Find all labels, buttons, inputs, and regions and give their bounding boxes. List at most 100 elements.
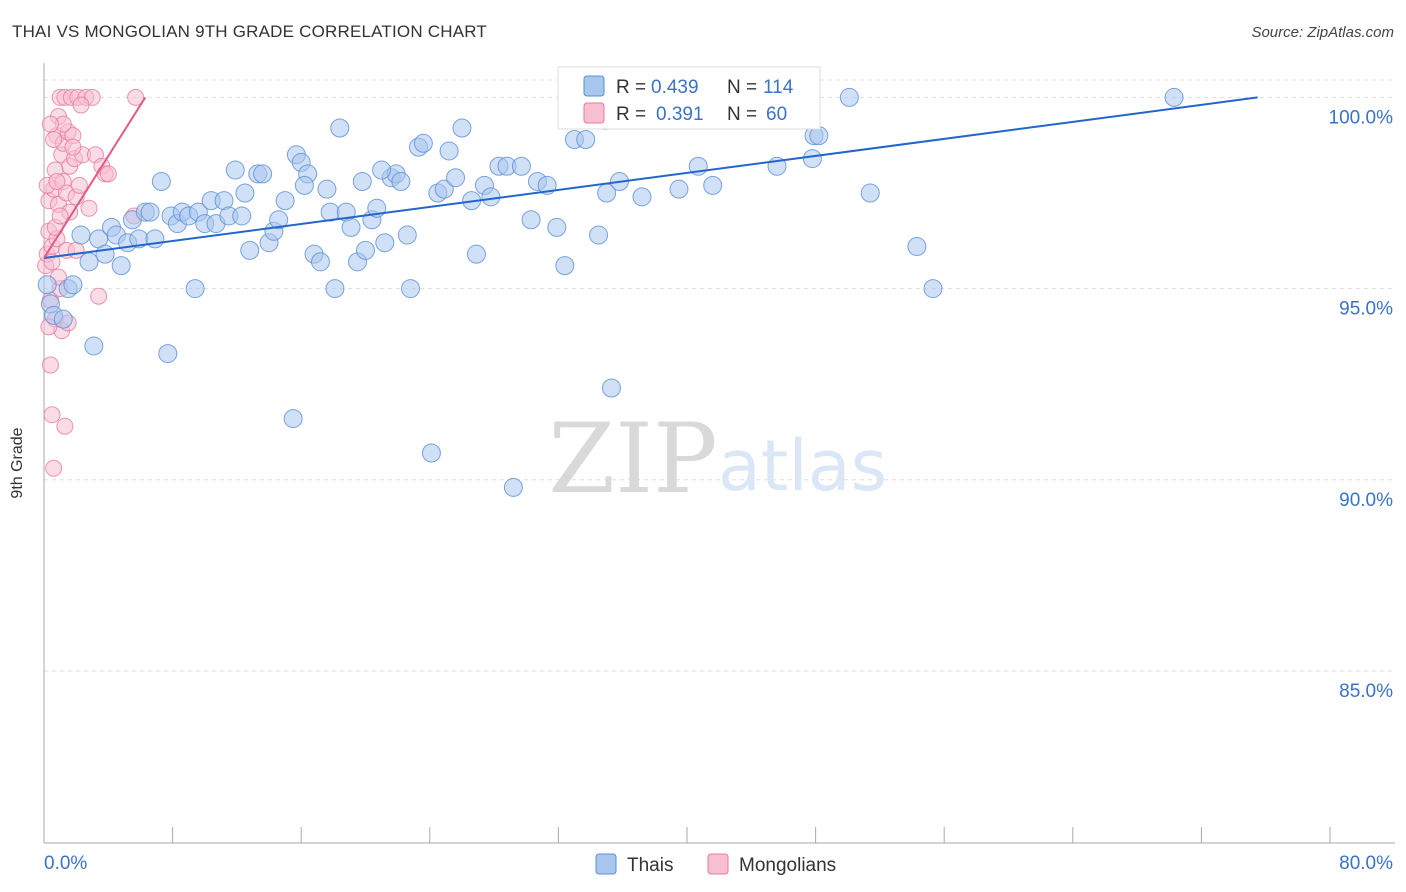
mongolians-point: [70, 176, 88, 194]
thais-point: [63, 275, 83, 295]
thais-point: [330, 118, 350, 138]
zipatlas-watermark: ZIP atlas: [548, 403, 887, 515]
thais-point: [669, 179, 689, 199]
thais-point: [372, 160, 392, 180]
mongolians-point: [90, 287, 108, 305]
mongolians-point: [127, 88, 145, 106]
thais-point: [391, 172, 411, 192]
mongolians-point: [45, 459, 63, 477]
y-tick-label: 100.0%: [1329, 107, 1394, 128]
chart-title: THAI VS MONGOLIAN 9TH GRADE CORRELATION …: [12, 22, 487, 41]
mongolians-n-label: N =: [727, 104, 757, 125]
thais-point: [466, 244, 486, 264]
thais-point: [802, 149, 822, 169]
thais-point: [79, 252, 99, 272]
thais-n-label: N =: [727, 77, 757, 98]
thais-point: [283, 409, 303, 429]
thais-point: [317, 179, 337, 199]
mongolians-swatch: [583, 102, 605, 124]
thais-point: [158, 344, 178, 364]
mongolians-trend-line: [43, 96, 147, 259]
thais-point: [597, 183, 617, 203]
thais-point: [576, 129, 596, 149]
thais-point: [452, 118, 472, 138]
mongolians-point: [64, 138, 82, 156]
thais-point: [481, 187, 501, 207]
thais-point: [240, 240, 260, 260]
thais-point: [145, 229, 165, 249]
thais-point: [294, 175, 314, 195]
thais-point: [547, 217, 567, 237]
mongolians-point: [51, 207, 69, 225]
thais-point: [601, 378, 621, 398]
thais-r-value: 0.439: [651, 77, 699, 98]
thais-point: [923, 279, 943, 299]
thais-point: [71, 225, 91, 245]
thais-r-label: R =: [616, 77, 646, 98]
thais-point: [53, 309, 73, 329]
thais-point: [95, 244, 115, 264]
thais-point: [703, 175, 723, 195]
mongolians-point: [80, 199, 98, 217]
thais-point: [325, 279, 345, 299]
thais-point: [275, 191, 295, 211]
thais-point: [356, 240, 375, 260]
legend-mongolians-swatch[interactable]: [707, 853, 729, 875]
mongolians-point: [99, 165, 117, 183]
thais-point: [253, 164, 273, 184]
thais-point: [413, 133, 433, 153]
watermark-atlas: atlas: [718, 425, 887, 507]
x-tick-label: 80.0%: [1339, 853, 1393, 874]
legend-thais-swatch[interactable]: [595, 853, 617, 875]
mongolians-r-value: 0.391: [656, 104, 704, 125]
mongolians-point: [43, 406, 61, 424]
y-tick-label: 85.0%: [1339, 681, 1393, 702]
thais-point: [232, 206, 252, 226]
mongolians-point: [45, 130, 63, 148]
thais-point: [341, 217, 361, 237]
thais-point: [140, 202, 160, 222]
thais-point: [225, 160, 245, 180]
thais-point: [439, 141, 459, 161]
thais-point: [185, 279, 205, 299]
series-legend: Thais Mongolians: [595, 853, 836, 876]
mongolians-point: [41, 356, 59, 374]
thais-n-value: 114: [763, 77, 794, 98]
watermark-zip: ZIP: [548, 403, 717, 515]
thais-point: [446, 168, 466, 188]
mongolians-n-value: 60: [766, 104, 787, 125]
thais-point: [235, 183, 255, 203]
thais-point: [521, 210, 541, 230]
thais-swatch: [583, 75, 605, 97]
mongolians-r-label: R =: [616, 104, 646, 125]
y-tick-label: 90.0%: [1339, 490, 1393, 511]
x-tick-label: 0.0%: [44, 853, 87, 874]
stats-legend: R = 0.439 N = 114 R = 0.391 N = 60: [557, 66, 821, 130]
thais-point: [434, 179, 454, 199]
trend-lines: [43, 96, 1258, 259]
thais-point: [503, 477, 523, 497]
thais-point: [839, 87, 859, 107]
thais-point: [907, 237, 927, 257]
thais-point: [397, 225, 417, 245]
mongolians-point: [41, 115, 59, 133]
mongolians-point: [56, 417, 74, 435]
legend-mongolians-label[interactable]: Mongolians: [739, 855, 836, 876]
thais-point: [632, 187, 652, 207]
thais-point: [401, 279, 421, 299]
y-tick-label: 95.0%: [1339, 299, 1393, 320]
thais-point: [269, 210, 289, 230]
thais-point: [1164, 87, 1184, 107]
source-credit: Source: ZipAtlas.com: [1251, 24, 1394, 41]
thais-trend-line: [43, 96, 1258, 259]
thais-point: [84, 336, 104, 356]
thais-point: [555, 256, 575, 276]
thais-point: [375, 233, 395, 253]
legend-thais-label[interactable]: Thais: [627, 855, 673, 876]
thais-point: [111, 256, 131, 276]
thais-point: [511, 156, 531, 176]
thais-point: [421, 443, 441, 463]
thais-point: [310, 252, 330, 272]
mongolians-point: [48, 173, 66, 191]
